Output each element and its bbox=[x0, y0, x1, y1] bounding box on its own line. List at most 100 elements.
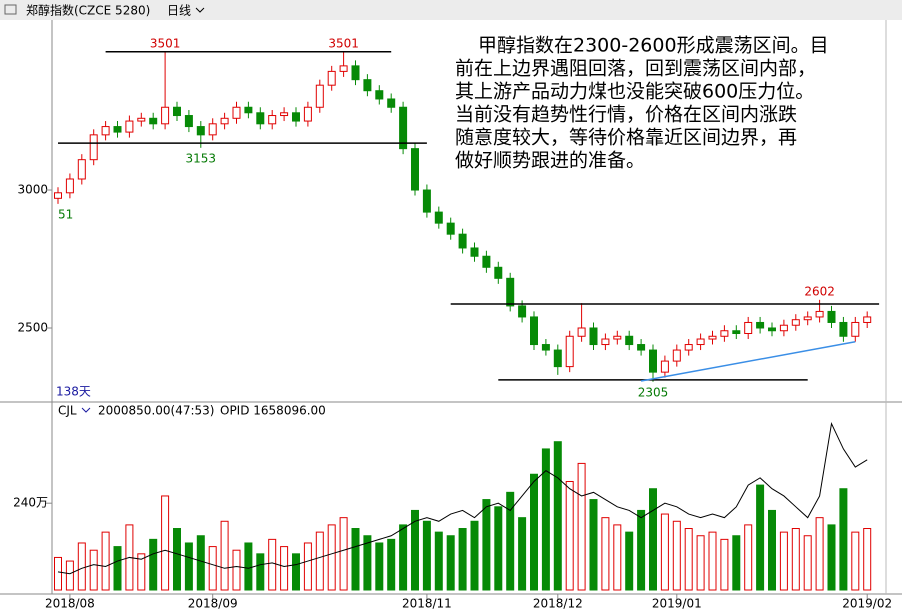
volume-bar bbox=[363, 535, 372, 591]
volume-bar bbox=[601, 517, 610, 591]
volume-bar bbox=[565, 480, 574, 591]
candle-body bbox=[803, 316, 812, 321]
candle-body bbox=[565, 335, 574, 368]
note-line: 当前没有趋势性行情，价格在区间内涨跌 bbox=[455, 104, 797, 126]
annotation: 51 bbox=[58, 207, 73, 221]
candle-body bbox=[589, 327, 598, 346]
volume-bar bbox=[173, 528, 181, 591]
volume-bar bbox=[803, 535, 812, 591]
volume-bar bbox=[351, 528, 360, 591]
period-dropdown[interactable] bbox=[195, 7, 205, 13]
candle-body bbox=[315, 84, 324, 108]
candle-body bbox=[530, 316, 538, 346]
candle-body bbox=[173, 106, 181, 117]
candle-body bbox=[863, 316, 872, 323]
volume-bar bbox=[470, 520, 479, 591]
volume-bar bbox=[518, 517, 527, 591]
days-label: 138天 bbox=[56, 385, 91, 399]
candle-body bbox=[470, 247, 479, 257]
candle-body bbox=[244, 106, 253, 114]
candle-body bbox=[363, 79, 372, 92]
candle-body bbox=[696, 338, 705, 346]
candle-body bbox=[125, 120, 134, 133]
candle-body bbox=[506, 277, 515, 307]
header-bar bbox=[0, 0, 902, 20]
candle-body bbox=[494, 266, 503, 279]
candle-body bbox=[756, 321, 765, 329]
volume-bar bbox=[541, 448, 550, 591]
candle-body bbox=[434, 211, 443, 224]
note-line: 其上游产品动力煤也没能突破600压力位。 bbox=[455, 81, 814, 103]
annotation: 2305 bbox=[638, 385, 669, 399]
candle-body bbox=[672, 349, 681, 362]
reference-line bbox=[640, 341, 856, 382]
candle-body bbox=[89, 134, 98, 161]
volume-bar bbox=[137, 553, 146, 591]
volume-bar bbox=[506, 491, 515, 591]
candle-body bbox=[280, 112, 289, 117]
candle-body bbox=[518, 305, 527, 318]
volume-bar bbox=[494, 506, 503, 591]
annotation: 3501 bbox=[328, 36, 359, 50]
candle-body bbox=[161, 106, 170, 125]
volume-bar bbox=[649, 488, 657, 591]
candle-body bbox=[232, 106, 241, 119]
x-tick-label: 2019/01 bbox=[652, 597, 702, 611]
candle-body bbox=[649, 349, 657, 373]
candle-body bbox=[351, 65, 360, 81]
candle-body bbox=[839, 321, 848, 337]
candle-body bbox=[387, 98, 396, 108]
y-tick-label: 3000 bbox=[17, 183, 48, 197]
indicator-dropdown[interactable] bbox=[81, 407, 91, 413]
volume-bar bbox=[161, 495, 170, 591]
volume-bar bbox=[244, 542, 253, 591]
period[interactable]: 日线 bbox=[167, 4, 191, 18]
volume-bar bbox=[256, 553, 265, 591]
candle-body bbox=[422, 189, 431, 213]
candle-body bbox=[768, 327, 776, 332]
volume-bar bbox=[756, 484, 765, 591]
volume-bar bbox=[482, 499, 491, 591]
candle-body bbox=[791, 319, 800, 326]
candle-body bbox=[601, 338, 610, 346]
volume-bar bbox=[589, 499, 598, 591]
volume-bar bbox=[387, 538, 396, 591]
volume-bar bbox=[720, 538, 729, 591]
candle-body bbox=[256, 112, 265, 125]
volume-bar bbox=[839, 488, 848, 591]
candle-body bbox=[327, 70, 336, 86]
candle-body bbox=[708, 335, 717, 340]
note-line: 做好顺势跟进的准备。 bbox=[455, 150, 645, 172]
window-icon bbox=[4, 4, 17, 15]
y-tick-label: 2500 bbox=[17, 320, 48, 334]
candle-body bbox=[65, 178, 74, 194]
candle-body bbox=[637, 344, 646, 351]
candle-body bbox=[375, 90, 384, 100]
volume-title[interactable]: CJL bbox=[58, 404, 77, 418]
volume-bar bbox=[577, 462, 586, 591]
candle-body bbox=[625, 335, 634, 346]
candle-body bbox=[196, 126, 205, 136]
candle-body bbox=[660, 360, 669, 373]
volume-bar bbox=[280, 546, 289, 591]
volume-bar bbox=[232, 549, 241, 591]
candle-body bbox=[77, 159, 86, 180]
candle-body bbox=[208, 123, 217, 136]
volume-bar bbox=[422, 520, 431, 591]
candle-body bbox=[684, 344, 693, 351]
volume-bar bbox=[292, 553, 300, 591]
candle-body bbox=[827, 310, 836, 323]
volume-bar bbox=[268, 538, 277, 591]
opid-line bbox=[57, 421, 868, 575]
x-tick-label: 2018/09 bbox=[188, 597, 238, 611]
candle-body bbox=[577, 327, 586, 337]
candle-body bbox=[137, 117, 146, 122]
candle-body bbox=[720, 330, 729, 337]
note-line: 前在上边界遇阻回落，回到震荡区间内部， bbox=[455, 58, 816, 80]
candle-body bbox=[815, 310, 824, 318]
volume-bar bbox=[660, 513, 669, 591]
volume-bar bbox=[446, 535, 455, 591]
volume-bar bbox=[458, 528, 467, 591]
volume-bar bbox=[303, 542, 312, 591]
volume-bar bbox=[327, 524, 336, 591]
